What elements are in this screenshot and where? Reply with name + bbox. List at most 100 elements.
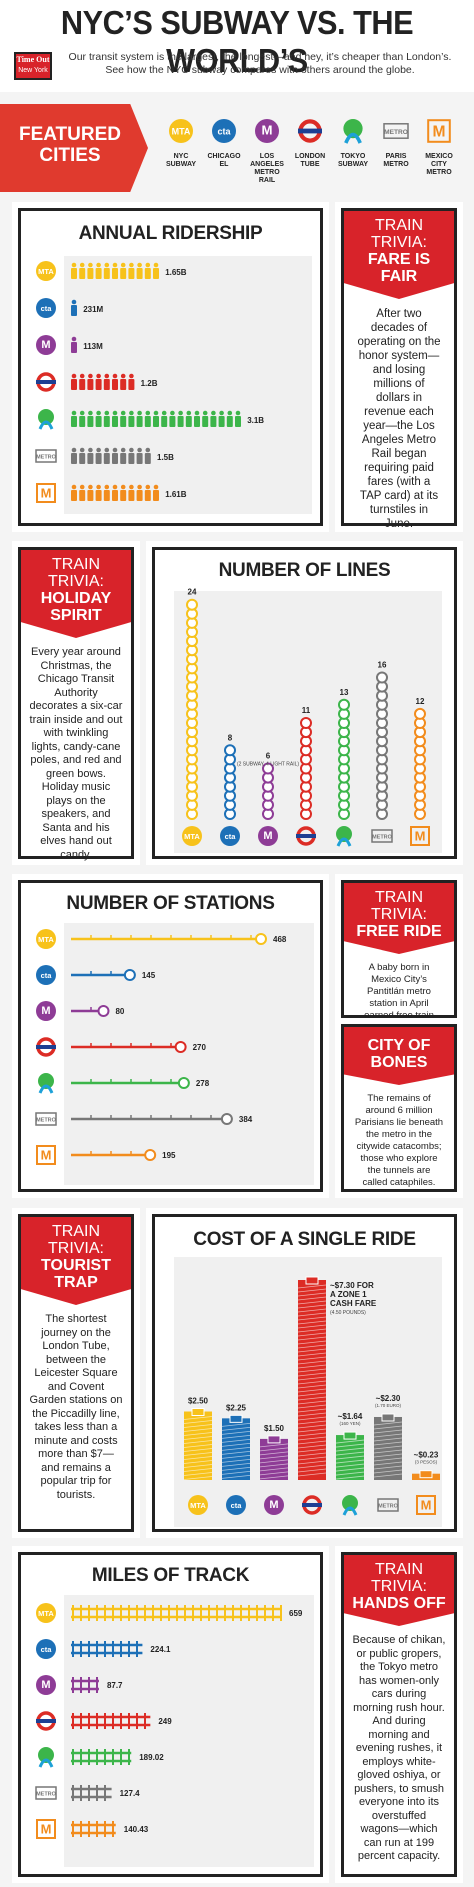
mta-icon: MTA	[182, 826, 202, 846]
trivia-header: TRAIN TRIVIA: HANDS OFF	[344, 1555, 454, 1626]
la-metro-icon: M	[255, 119, 279, 143]
london-roundel-icon	[298, 119, 322, 143]
person-mark	[128, 447, 135, 464]
person-mark	[71, 336, 77, 353]
trivia-header: TRAIN TRIVIA: TOURIST TRAP	[21, 1217, 131, 1305]
cta-icon: cta	[36, 965, 56, 985]
logo-subtext: New York	[18, 67, 48, 74]
person-mark	[120, 373, 127, 390]
person-mark	[153, 262, 159, 279]
line-stop	[414, 707, 426, 720]
cost-note: (3 PESOS)	[415, 1460, 438, 1465]
tokyo-metro-icon	[38, 1073, 54, 1094]
person-mark	[79, 410, 86, 427]
la-metro-icon: M	[258, 826, 278, 846]
person-mark	[128, 410, 135, 427]
person-mark	[120, 484, 127, 501]
stations-value: 468	[273, 935, 287, 944]
track-value: 189.02	[139, 1753, 164, 1762]
svg-text:MTA: MTA	[184, 832, 200, 841]
person-mark	[112, 447, 118, 464]
trivia-header: CITY OF BONES	[344, 1027, 454, 1085]
cta-icon: cta	[226, 1495, 246, 1515]
person-mark	[169, 410, 176, 427]
london-roundel-icon	[36, 1711, 56, 1731]
city-name: MEXICO CITY METRO	[425, 153, 453, 176]
london-roundel-icon	[302, 1495, 322, 1515]
cost-bar	[259, 1435, 289, 1480]
station-end	[174, 1041, 187, 1053]
city-6: M MEXICO CITY METRO	[418, 118, 460, 177]
trivia-body: Every year around Christmas, the Chicago…	[29, 646, 123, 861]
ridership-value: 231M	[83, 305, 103, 314]
station-end	[97, 1005, 110, 1017]
person-mark	[103, 447, 110, 464]
ridership-value: 113M	[83, 342, 103, 351]
station-end	[255, 933, 267, 945]
trivia-hands-card: TRAIN TRIVIA: HANDS OFF Because of chikan…	[341, 1552, 457, 1877]
lines-note: (2 SUBWAY, 4 LIGHT RAIL)	[237, 762, 299, 768]
track-value: 140.43	[124, 1825, 149, 1834]
person-mark	[103, 484, 110, 501]
track-bar	[71, 1677, 99, 1693]
city-name: CHICAGO EL	[207, 153, 241, 168]
timeout-logo: Time Out New York	[14, 52, 52, 80]
paris-metro-icon: METRO	[377, 1498, 399, 1512]
page-subtitle: Our transit system is the largest, the l…	[68, 51, 452, 76]
logo-text: Time Out	[16, 55, 50, 64]
person-mark	[235, 410, 241, 427]
track-panel: MILES OF TRACK MTA 659 cta 224.1 M 87.7 249 189…	[18, 1552, 323, 1877]
cost-value: ~$1.64	[338, 1412, 363, 1421]
mta-icon: MTA	[188, 1495, 208, 1515]
svg-text:cta: cta	[225, 832, 237, 841]
person-mark	[136, 484, 143, 501]
cost-bar	[335, 1431, 365, 1480]
ridership-value: 3.1B	[247, 416, 264, 425]
london-roundel-icon	[296, 826, 316, 846]
person-mark	[112, 484, 118, 501]
svg-text:M: M	[433, 123, 446, 140]
stations-chart: MTA 468 cta 145 M 80 270 278 METRO 384 M 195	[35, 923, 314, 1185]
ridership-title: ANNUAL RIDERSHIP	[78, 223, 263, 244]
track-value: 659	[289, 1609, 303, 1618]
cost-value: $2.50	[188, 1397, 209, 1406]
city-3: LONDON TUBE	[289, 118, 331, 169]
cost-bar	[221, 1414, 251, 1480]
svg-text:cta: cta	[217, 127, 231, 137]
paris-metro-icon: METRO	[35, 1112, 57, 1126]
stations-value: 80	[115, 1007, 124, 1016]
person-mark	[226, 410, 233, 427]
ridership-value: 1.2B	[141, 379, 158, 388]
city-name: TOKYO SUBWAY	[337, 153, 369, 168]
svg-text:MTA: MTA	[38, 1609, 54, 1618]
cost-bar	[412, 1470, 440, 1480]
featured-banner: FEATURED CITIES	[0, 104, 148, 192]
la-metro-icon: M	[36, 1001, 56, 1021]
trivia-kicker: TRAIN TRIVIA:	[370, 1561, 427, 1595]
person-mark	[120, 410, 127, 427]
tokyo-metro-icon	[38, 409, 54, 430]
trivia-holiday-card: TRAIN TRIVIA: HOLIDAY SPIRIT Every year a…	[18, 547, 134, 861]
person-mark	[71, 447, 77, 464]
trivia-body: The shortest journey on the London Tube,…	[29, 1313, 123, 1501]
track-title: MILES OF TRACK	[91, 1565, 250, 1586]
mexico-metro-icon: M	[410, 826, 430, 846]
person-mark	[218, 410, 225, 427]
line-stop	[376, 671, 388, 684]
person-mark	[153, 410, 159, 427]
person-mark	[79, 484, 86, 501]
mexico-metro-icon: M	[36, 1145, 56, 1165]
stations-value: 384	[239, 1115, 253, 1124]
track-value: 224.1	[150, 1645, 171, 1654]
person-mark	[71, 262, 77, 279]
city-2: M LOS ANGELES METRO RAIL	[246, 118, 288, 185]
svg-text:MTA: MTA	[172, 127, 191, 137]
person-mark	[136, 410, 143, 427]
person-mark	[87, 484, 94, 501]
person-mark	[185, 410, 192, 427]
person-mark	[95, 484, 102, 501]
track-bar	[71, 1785, 112, 1801]
paris-metro-icon: METRO	[35, 1786, 57, 1800]
mexico-metro-icon: M	[427, 119, 451, 143]
cost-bar	[373, 1413, 403, 1480]
